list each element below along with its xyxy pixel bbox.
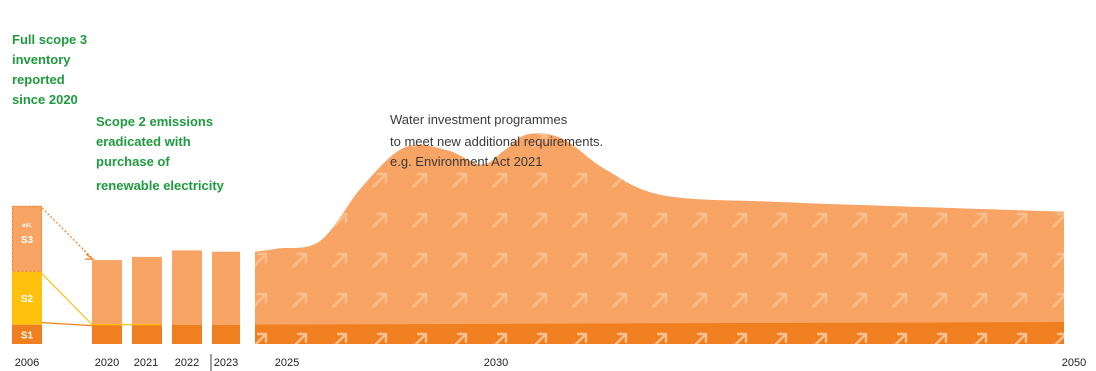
x-tick-2022: 2022 <box>175 357 199 369</box>
scope3-connector <box>41 207 93 259</box>
bar-2021 <box>132 256 162 344</box>
bar-2006: S1 S2 S3 est. <box>12 205 42 344</box>
water-line-1: Water investment programmes <box>390 112 568 127</box>
area-base-texture <box>255 322 1064 344</box>
scope3-connector-arrow <box>85 253 95 260</box>
x-tick-2025: 2025 <box>275 357 299 369</box>
bar-2022-s3 <box>172 250 202 325</box>
scope3-line-4: since 2020 <box>12 92 78 107</box>
scope3-annotation: Full scope 3 inventory reported since 20… <box>12 32 91 107</box>
scope2-connector <box>41 273 93 326</box>
bar-2022-s1 <box>172 324 202 344</box>
segment-label-s2: S2 <box>21 294 34 305</box>
scope2-annotation: Scope 2 emissions eradicated with purcha… <box>96 114 225 193</box>
water-annotation: Water investment programmes to meet new … <box>390 112 607 169</box>
bar-2006-s3 <box>12 205 42 272</box>
water-line-2: to meet new additional requirements. <box>390 134 603 149</box>
bar-2021-s1 <box>132 324 162 344</box>
area-arrow-texture <box>255 133 1064 344</box>
x-tick-2023: 2023 <box>214 357 238 369</box>
x-tick-2006: 2006 <box>15 357 39 369</box>
scope2-line-3: purchase of <box>96 154 170 169</box>
bar-2023-s3 <box>212 251 240 325</box>
emission-bars: S1 S2 S3 est. <box>12 205 240 344</box>
bar-2006-s1 <box>12 324 42 344</box>
segment-label-s1: S1 <box>21 330 34 341</box>
x-tick-2021: 2021 <box>134 357 158 369</box>
scope1-connector <box>41 322 93 327</box>
x-tick-2030: 2030 <box>484 357 508 369</box>
investment-area <box>255 133 1064 344</box>
bar-2023 <box>212 251 240 344</box>
scope2-line-1: Scope 2 emissions <box>96 114 213 129</box>
bar-2022 <box>172 250 202 344</box>
x-tick-2050: 2050 <box>1062 357 1086 369</box>
bar-2020-s1 <box>92 324 122 344</box>
segment-label-s3: S3 <box>21 235 34 246</box>
bar-2006-s3-outline <box>12 205 42 272</box>
bar-2021-s3 <box>132 256 162 325</box>
scope2-line-4: renewable electricity <box>96 178 225 193</box>
scope2-line-2: eradicated with <box>96 134 191 149</box>
bar-2020-s3 <box>92 260 122 325</box>
bar-2006-s2 <box>12 271 42 325</box>
scope3-line-1: Full scope 3 <box>12 32 87 47</box>
x-axis-ticks: 2006 2020 2021 2022 2023 2025 2030 2050 <box>15 354 1086 371</box>
bar-2023-s1 <box>212 324 240 344</box>
x-tick-2020: 2020 <box>95 357 119 369</box>
scope3-line-3: reported <box>12 72 65 87</box>
bar-2020 <box>92 260 122 344</box>
scope3-line-2: inventory <box>12 52 71 67</box>
s3-est-label: est. <box>22 223 33 229</box>
water-line-3: e.g. Environment Act 2021 <box>390 154 542 169</box>
connector-lines <box>41 207 162 327</box>
